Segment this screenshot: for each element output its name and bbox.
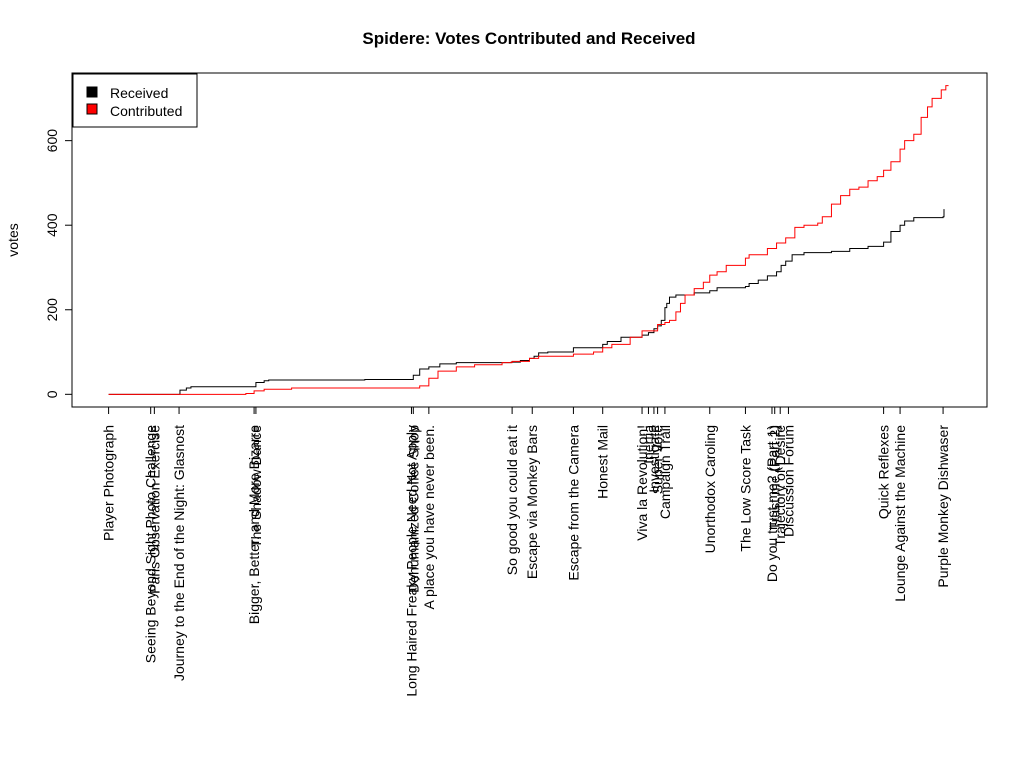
legend-label-received: Received <box>110 85 168 101</box>
y-tick-label-0: 0 <box>44 390 60 398</box>
series-layer <box>108 85 949 395</box>
legend-box <box>72 73 198 128</box>
x-tick-label-18: Unorthodox Caroling <box>702 425 718 553</box>
legend: Received Contributed <box>72 73 198 128</box>
x-tick-label-14: Inertia <box>640 425 656 464</box>
x-tick-label-15: Investigate <box>646 425 662 493</box>
x-tick-label-10: Escape via Monkey Bars <box>524 425 540 579</box>
y-tick-label-2: 400 <box>44 213 60 237</box>
x-tick-label-9: So good you could eat it <box>504 425 520 575</box>
x-tick-label-3: Journey to the End of the Night: Glasnos… <box>171 425 187 681</box>
x-tick-label-11: Escape from the Camera <box>565 425 581 581</box>
x-tick-label-19: The Low Score Task <box>737 424 753 552</box>
x-tick-label-0: Player Photograph <box>101 425 117 541</box>
y-axis-label: votes <box>5 223 21 256</box>
x-tick-label-1: Seeing Beyond Sight Photo Challenge <box>143 425 159 663</box>
x-tick-label-4: Bigger, Better, and More Bizarre <box>246 425 262 624</box>
x-tick-label-6: Long Haired Freaky People Need Not Apply <box>403 425 419 697</box>
x-tick-label-26: Purple Monkey Dishwaser <box>935 425 951 588</box>
x-tick-label-23: Discussion Forum <box>780 425 796 537</box>
y-tick-label-3: 600 <box>44 129 60 153</box>
y-axis: 0 200 400 600 <box>44 129 72 398</box>
series-line-received <box>108 209 945 395</box>
x-tick-label-20: Do you trust me? (Part 1) <box>764 425 780 582</box>
x-tick-label-2: Paris Observation Exercise <box>146 425 162 594</box>
x-tick-label-7: Dehumanized Coffee Shop <box>405 425 421 593</box>
x-tick-label-22: Trajectory of Desire <box>772 425 788 547</box>
legend-swatch-received <box>86 86 98 98</box>
x-tick-label-13: Viva la Revolution! <box>634 425 650 541</box>
x-tick-label-25: Lounge Against the Machine <box>892 425 908 602</box>
x-tick-label-24: Quick Reflexes <box>876 425 892 519</box>
legend-label-contributed: Contributed <box>110 103 182 119</box>
x-tick-label-17: Campaign Trail <box>657 425 673 519</box>
y-tick-label-1: 200 <box>44 298 60 322</box>
series-line-contributed <box>108 85 949 395</box>
x-tick-label-12: Honest Mail <box>595 425 611 499</box>
x-tick-label-5: The Shadow Dance <box>248 425 264 548</box>
plot-area <box>71 72 988 408</box>
x-tick-label-16: Super Vote <box>650 425 666 494</box>
x-axis: Player Photograph Seeing Beyond Sight Pho… <box>101 406 951 697</box>
legend-swatch-contributed <box>86 103 98 115</box>
chart-title: Spidere: Votes Contributed and Received <box>362 29 695 48</box>
x-tick-label-8: A place you have never been. <box>421 425 437 609</box>
x-tick-label-21: Trust me (Part 2) <box>767 425 783 530</box>
